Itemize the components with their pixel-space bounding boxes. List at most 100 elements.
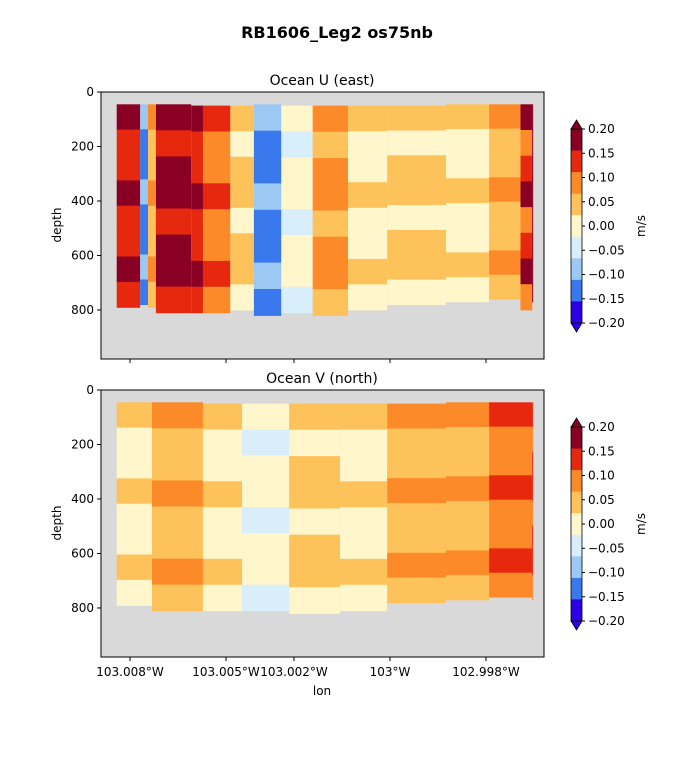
field-cell [148,155,156,181]
field-cell [446,129,490,155]
field-cell [140,254,148,280]
field-cell [140,279,148,305]
field-cell [289,456,341,483]
field-cell [281,105,313,132]
field-cell [489,572,533,598]
field-cell [387,527,446,554]
colorbar-extend-bottom [570,322,583,333]
field-cell [387,577,446,603]
field-cell [489,201,521,227]
field-cell [387,478,446,504]
field-cell [532,451,534,477]
field-cell [148,281,156,308]
field-cell [289,587,341,614]
field-cell [489,177,521,203]
field-cell [202,533,243,560]
field-cell [387,552,446,579]
panel-v-xlabel: lon [313,684,331,698]
colorbar-tick-label: −0.05 [588,541,625,555]
field-cell [155,286,192,314]
field-cell [148,180,156,207]
field-cell [489,274,521,300]
field-cell [340,403,388,430]
colorbar-extend-top [570,417,583,428]
field-cell [281,183,313,210]
colorbar-swatch [571,427,582,449]
y-tick-label: 0 [86,85,94,99]
field-cell [532,550,534,576]
field-cell [281,260,313,288]
y-tick-label: 800 [71,601,94,615]
field-cell [281,286,313,314]
field-cell [289,403,341,431]
field-cell [202,429,243,456]
field-cell [116,402,152,429]
field-cell [230,258,254,285]
colorbar-label: m/s [634,513,648,535]
field-cell [253,262,282,290]
field-cell [446,227,490,253]
field-cell [446,550,490,576]
colorbar-tick-label: 0.05 [588,195,615,209]
field-cell [116,529,152,555]
panel-v-ylabel: depth [50,506,64,541]
field-cell [116,205,141,232]
colorbar-swatch [571,491,582,514]
field-cell [340,507,388,534]
panel-u-frame [100,91,545,360]
colorbar-tick-label: 0.10 [588,469,615,483]
field-cell [312,263,348,290]
field-cell [116,104,141,131]
field-cell [116,554,152,581]
field-cell [155,130,192,157]
panel-u-title: Ocean U (east) [270,73,375,89]
panel-v-frame [100,389,545,658]
field-cell [340,533,388,560]
colorbar-tick-label: 0.10 [588,171,615,185]
field-cell [289,482,341,509]
colorbar-swatch [571,172,582,194]
field-cell [489,475,533,501]
field-cell [152,558,203,586]
field-cell [152,584,203,612]
field-cell [520,207,533,234]
field-cell [202,131,231,158]
field-cell [489,153,521,178]
panel-v-xaxis: 103.008°W 103.005°W 103.002°W 103°W 102.998°… [96,657,520,679]
field-cell [253,289,282,316]
colorbar-tick-label: 0.00 [588,517,615,531]
y-tick-label: 800 [71,303,94,317]
y-tick-label: 200 [71,139,94,153]
colorbar-tick-label: 0.00 [588,219,615,233]
panel-v-colorbar: 0.20 0.15 0.10 0.05 0.00 −0.05 −0.10 −0.15 −0.20… [570,417,648,631]
x-tick-label: 103.002°W [260,665,328,679]
field-cell [340,455,388,482]
panel-u-yaxis: 0 200 400 600 800 [71,85,101,317]
field-cell [446,153,490,179]
x-tick-label: 103.005°W [192,665,260,679]
field-cell [532,153,534,179]
colorbar-swatch [571,577,582,600]
field-cell [202,157,231,184]
field-cell [116,281,141,308]
field-cell [155,104,192,131]
field-cell [532,402,534,428]
x-tick-label: 102.998°W [452,665,520,679]
field-cell [532,252,534,278]
field-cell [230,182,254,209]
colorbar-swatch [571,258,582,281]
field-cell [281,157,313,184]
field-cell [152,506,203,534]
field-cell [532,104,534,130]
panel-v-yaxis: 0 200 400 600 800 [71,383,101,615]
colorbar-tick-label: 0.20 [588,122,615,136]
field-cell [116,453,152,479]
field-cell [152,428,203,455]
colorbar-swatch [571,236,582,259]
field-cell [387,254,446,281]
field-cell [387,105,446,131]
field-cell [348,284,388,311]
field-cell [312,236,348,264]
field-cell [202,286,231,314]
